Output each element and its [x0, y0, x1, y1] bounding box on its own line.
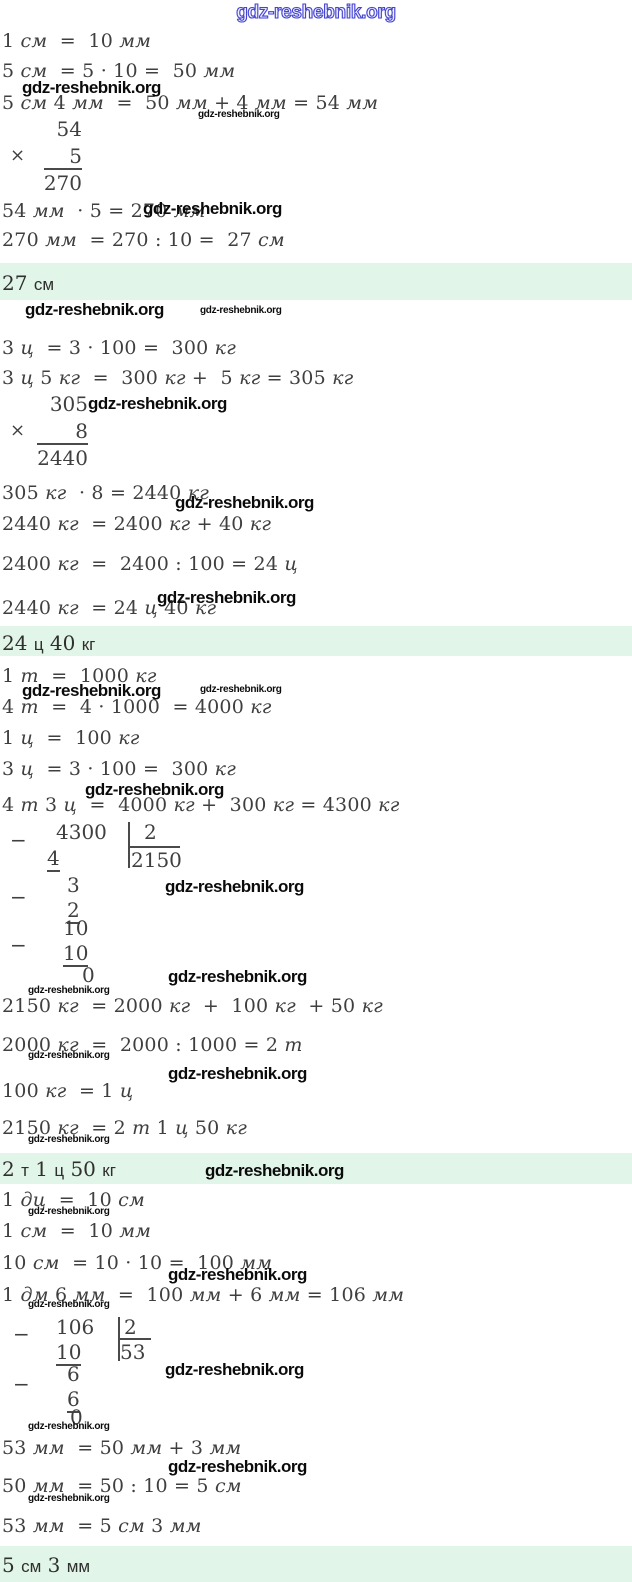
quotient: 53 — [120, 1340, 146, 1364]
times-icon: × — [10, 420, 26, 441]
divisor: 2 — [144, 820, 157, 844]
equation-line: 2150 кг = 2 т 1 ц 50 кг — [2, 1117, 248, 1139]
times-icon: × — [10, 145, 26, 166]
multiplicand: 54 — [56, 117, 82, 141]
remainder: 0 — [82, 963, 95, 987]
watermark-text: gdz-reshebnik.org — [22, 78, 161, 97]
watermark-text: gdz-reshebnik.org — [28, 1493, 110, 1504]
division-bracket — [129, 846, 180, 848]
equation-line: 3 ц = 3 · 100 = 300 кг — [2, 337, 237, 359]
dividend: 4300 — [56, 820, 107, 844]
watermark-text: gdz-reshebnik.org — [168, 1265, 307, 1284]
equation-line: 270 мм = 270 : 10 = 27 см — [2, 229, 285, 251]
watermark-text: gdz-reshebnik.org — [28, 1206, 110, 1217]
equation-line: 10 см = 10 · 10 = 100 мм — [2, 1252, 273, 1274]
equation-line: 1 дц = 10 см — [2, 1189, 145, 1211]
watermark-text: gdz-reshebnik.org — [28, 985, 110, 996]
watermark-text: gdz-reshebnik.org — [143, 199, 282, 218]
equation-line: 1 см = 10 мм — [2, 1220, 152, 1242]
answer-highlight: 2 т 1 ц 50 кг — [0, 1153, 632, 1184]
answer-highlight: 24 ц 40 кг — [0, 626, 632, 656]
watermark-text: gdz-reshebnik.org — [168, 1457, 307, 1476]
divisor: 2 — [124, 1315, 137, 1339]
watermark-text: gdz-reshebnik.org — [85, 780, 224, 799]
division-step: 10 — [63, 916, 89, 940]
watermark-text: gdz-reshebnik.org — [157, 588, 296, 607]
product: 2440 — [8, 443, 88, 473]
watermark-text: gdz-reshebnik.org — [25, 300, 164, 319]
division-step: 4 — [47, 846, 60, 872]
equation-line: 2440 кг = 24 ц 40 кг — [2, 597, 217, 619]
equation-line: 2400 кг = 2400 : 100 = 24 ц — [2, 553, 298, 575]
column-multiplication: 54 × 5 270 — [8, 117, 82, 198]
equation-line: 4 т 3 ц = 4000 кг + 300 кг = 4300 кг — [2, 794, 400, 816]
equation-line: 53 мм = 5 см 3 мм — [2, 1515, 202, 1537]
equation-line: 305 кг · 8 = 2440 кг — [2, 482, 210, 504]
quotient: 2150 — [131, 848, 182, 872]
product: 270 — [8, 168, 82, 198]
watermark-text: gdz-reshebnik.org — [28, 1134, 110, 1145]
watermark-text: gdz-reshebnik.org — [28, 1050, 110, 1061]
division-step: 10 — [56, 1340, 82, 1366]
long-division: − 4300 4 3 − 2 10 − 10 0 2 2150 — [0, 820, 200, 990]
equation-line: 1 т = 1000 кг — [2, 665, 157, 687]
answer-text: 2 т 1 ц 50 кг — [2, 1157, 116, 1181]
equation-line: 1 ц = 100 кг — [2, 727, 140, 749]
watermark-text: gdz-reshebnik.org — [88, 394, 227, 413]
watermark-text: gdz-reshebnik.org — [168, 967, 307, 986]
equation-line: 3 ц = 3 · 100 = 300 кг — [2, 758, 237, 780]
equation-line: 1 дм 6 мм = 100 мм + 6 мм = 106 мм — [2, 1284, 405, 1306]
equation-line: 2000 кг = 2000 : 1000 = 2 т — [2, 1034, 303, 1056]
equation-line: 2440 кг = 2400 кг + 40 кг — [2, 513, 272, 535]
site-logo: gdz-reshebnik.org — [236, 1, 397, 23]
minus-icon: − — [10, 828, 27, 852]
watermark-text: gdz-reshebnik.org — [175, 493, 314, 512]
watermark-text: gdz-reshebnik.org — [168, 1064, 307, 1083]
column-multiplication: 305 × 8 2440 — [8, 392, 88, 473]
equation-line: 50 мм = 50 : 10 = 5 см — [2, 1475, 242, 1497]
equation-line: 5 см = 5 · 10 = 50 мм — [2, 60, 236, 82]
division-step: 2 — [67, 898, 80, 924]
answer-text: 24 ц 40 кг — [2, 631, 96, 655]
answer-text: 27 см — [2, 271, 54, 295]
equation-line: 100 кг = 1 ц — [2, 1080, 134, 1102]
dividend: 106 — [56, 1315, 95, 1339]
watermark-text: gdz-reshebnik.org — [205, 1161, 344, 1180]
equation-line: 2150 кг = 2000 кг + 100 кг + 50 кг — [2, 995, 383, 1017]
division-bracket — [119, 1338, 151, 1340]
multiplier-row: × 5 — [10, 144, 82, 168]
minus-icon: − — [10, 933, 27, 957]
watermark-text: gdz-reshebnik.org — [22, 681, 161, 700]
equation-line: 4 т = 4 · 1000 = 4000 кг — [2, 696, 272, 718]
answer-highlight: 5 см 3 мм — [0, 1546, 632, 1582]
multiplicand: 305 — [49, 392, 88, 416]
remainder: 0 — [70, 1405, 83, 1429]
division-step: 10 — [63, 941, 89, 967]
watermark-text: gdz-reshebnik.org — [165, 1360, 304, 1379]
division-step: 6 — [67, 1362, 80, 1386]
equation-line: 3 ц 5 кг = 300 кг + 5 кг = 305 кг — [2, 367, 354, 389]
multiplier-row: × 8 — [10, 419, 88, 443]
watermark-text: gdz-reshebnik.org — [28, 1421, 110, 1432]
watermark-text: gdz-reshebnik.org — [165, 877, 304, 896]
watermark-text: gdz-reshebnik.org — [200, 305, 282, 316]
watermark-text: gdz-reshebnik.org — [28, 1299, 110, 1310]
watermark-text: gdz-reshebnik.org — [198, 109, 280, 120]
answer-highlight: 27 см — [0, 263, 632, 300]
division-step: 3 — [67, 873, 80, 897]
equation-line: 53 мм = 50 мм + 3 мм — [2, 1437, 242, 1459]
watermark-text: gdz-reshebnik.org — [200, 684, 282, 695]
minus-icon: − — [10, 885, 27, 909]
equation-line: 5 см 4 мм = 50 мм + 4 мм = 54 мм — [2, 92, 379, 114]
division-step: 6 — [67, 1387, 80, 1413]
equation-line: 54 мм · 5 = 270 мм — [2, 200, 206, 222]
division-bracket — [128, 822, 130, 868]
long-division: − 106 10 6 − 6 0 2 53 — [0, 1315, 180, 1430]
minus-icon: − — [13, 1372, 30, 1396]
answer-text: 5 см 3 мм — [2, 1553, 91, 1577]
minus-icon: − — [13, 1322, 30, 1346]
equation-line: 1 см = 10 мм — [2, 30, 152, 52]
